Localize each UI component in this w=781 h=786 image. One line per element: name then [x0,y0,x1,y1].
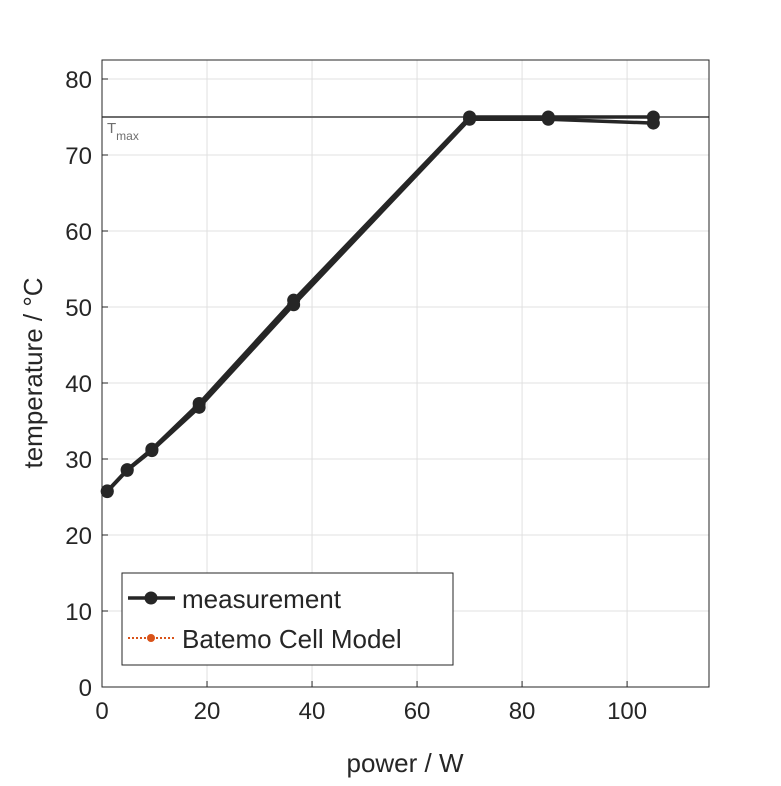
x-tick-label: 20 [194,698,221,725]
y-tick-label: 0 [79,675,92,702]
x-tick-label: 40 [299,698,326,725]
y-tick-label: 70 [65,143,92,170]
tmax-label: Tmax [107,120,139,143]
x-tick-label: 0 [95,698,108,725]
tmax-label-main: T [107,120,116,137]
tmax-label-sub: max [116,129,139,143]
series-group [100,110,660,499]
data-point [463,112,477,126]
x-axis: 0 20 40 60 80 100 [95,681,647,725]
y-tick-label: 30 [65,447,92,474]
series-line-0 [105,115,654,493]
x-tick-label: 80 [509,698,536,725]
plot-area-frame [101,59,710,688]
y-tick-label: 20 [65,523,92,550]
x-tick-label: 100 [607,698,647,725]
legend: measurement Batemo Cell Model [121,572,454,666]
legend-box [121,572,454,666]
y-tick-label: 80 [65,67,92,94]
y-tick-label: 50 [65,295,92,322]
data-point [541,112,555,126]
legend-label-batemo: Batemo Cell Model [182,624,402,654]
data-point [192,400,206,414]
data-point [100,485,114,499]
series-line-1 [105,117,654,493]
y-tick-label: 60 [65,219,92,246]
x-tick-label: 60 [404,698,431,725]
legend-label-measurement: measurement [182,584,342,614]
y-axis-label: temperature / °C [18,277,48,468]
data-point [287,298,301,312]
y-tick-label: 40 [65,371,92,398]
data-point [646,116,660,130]
legend-marker-measurement [144,591,158,605]
y-tick-label: 10 [65,599,92,626]
data-point [145,444,159,458]
x-axis-label: power / W [346,748,463,778]
data-point [120,463,134,477]
y-axis: 0 10 20 30 40 50 60 70 80 [65,67,108,702]
legend-marker-batemo [147,634,155,642]
grid [101,60,709,688]
